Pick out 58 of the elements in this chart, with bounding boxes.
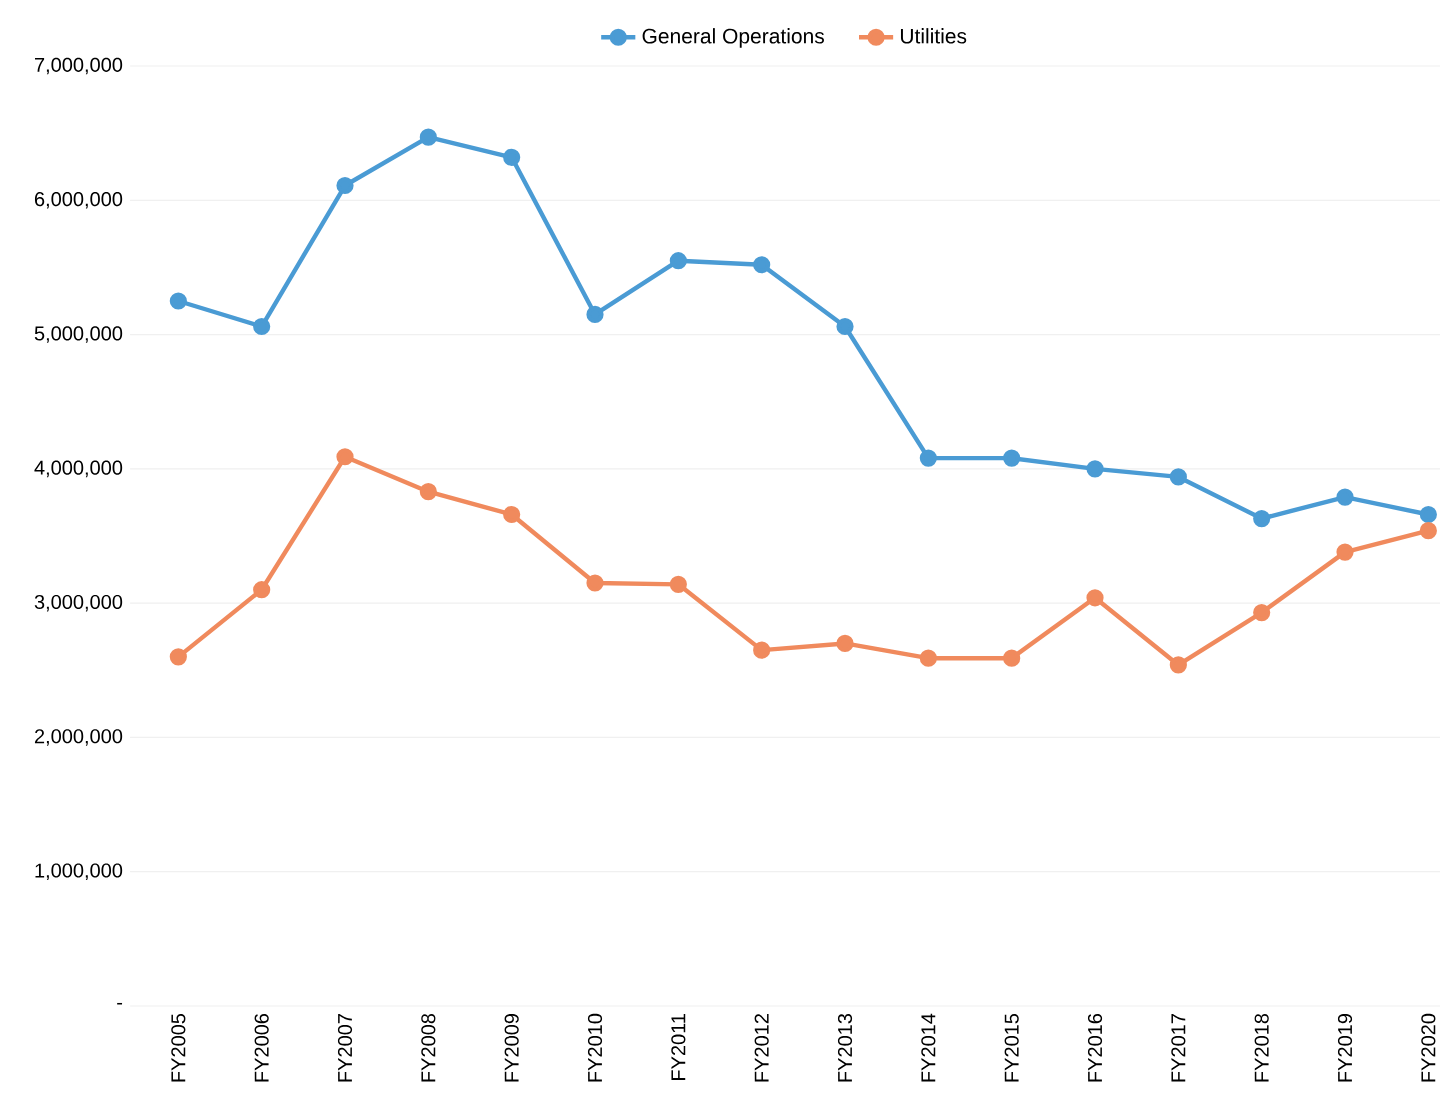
x-tick-label: FY2016 [1087, 1013, 1103, 1082]
point [669, 252, 687, 270]
x-tick-label: FY2009 [504, 1014, 519, 1082]
x-tick-label: FY2010 [587, 1013, 603, 1082]
point [753, 256, 771, 274]
point [419, 128, 437, 146]
x-tick-label: FY2011 [671, 1014, 686, 1080]
y-tick-label: 5,000,000 [34, 326, 123, 343]
point [253, 317, 271, 336]
point [919, 649, 937, 667]
y-tick-label: 7,000,000 [35, 57, 123, 75]
point [1336, 543, 1354, 561]
point [336, 448, 354, 466]
y-tick-label: 1,000,000 [35, 863, 123, 880]
x-tick-label: FY2019 [1337, 1014, 1353, 1082]
point [1419, 505, 1437, 524]
point [1003, 649, 1021, 667]
point [1003, 449, 1021, 467]
point [1336, 488, 1354, 506]
x-tick-label: FY2006 [254, 1013, 269, 1082]
point [1086, 460, 1104, 478]
point [586, 574, 604, 592]
point [836, 317, 854, 336]
x-tick-label: FY2020 [1421, 1013, 1436, 1082]
point [669, 575, 687, 593]
x-tick-label: FY2018 [1254, 1013, 1269, 1082]
point [419, 483, 437, 501]
y-tick-label: 6,000,000 [34, 192, 123, 209]
point [169, 292, 187, 310]
x-tick-label: FY2017 [1171, 1014, 1186, 1082]
point [586, 305, 604, 324]
point [253, 581, 271, 599]
y-tick-label: 3,000,000 [34, 594, 123, 612]
point [1169, 656, 1187, 674]
point [1253, 509, 1271, 528]
x-tick-label: FY2014 [921, 1013, 936, 1082]
point [503, 148, 521, 166]
x-tick-label: FY2012 [754, 1014, 769, 1082]
x-tick-label: FY2008 [421, 1013, 436, 1082]
y-tick-label: 4,000,000 [34, 460, 123, 478]
x-tick-label: FY2005 [171, 1013, 186, 1082]
y-tick-label: 2,000,000 [34, 729, 123, 746]
point [919, 449, 937, 467]
point [336, 176, 354, 195]
point [1419, 522, 1437, 540]
x-tick-label: FY2015 [1004, 1013, 1019, 1082]
legend-label: General Operations [642, 28, 824, 48]
point [169, 648, 187, 666]
x-tick-label: FY2007 [337, 1014, 353, 1082]
point [1169, 468, 1187, 486]
legend-label: Utilities [900, 28, 967, 44]
point [1086, 589, 1104, 607]
point [503, 505, 521, 524]
point [1253, 603, 1271, 622]
y-tick-label: - [117, 1002, 123, 1005]
point [753, 641, 771, 659]
point [836, 634, 854, 653]
x-tick-label: FY2013 [837, 1013, 853, 1082]
